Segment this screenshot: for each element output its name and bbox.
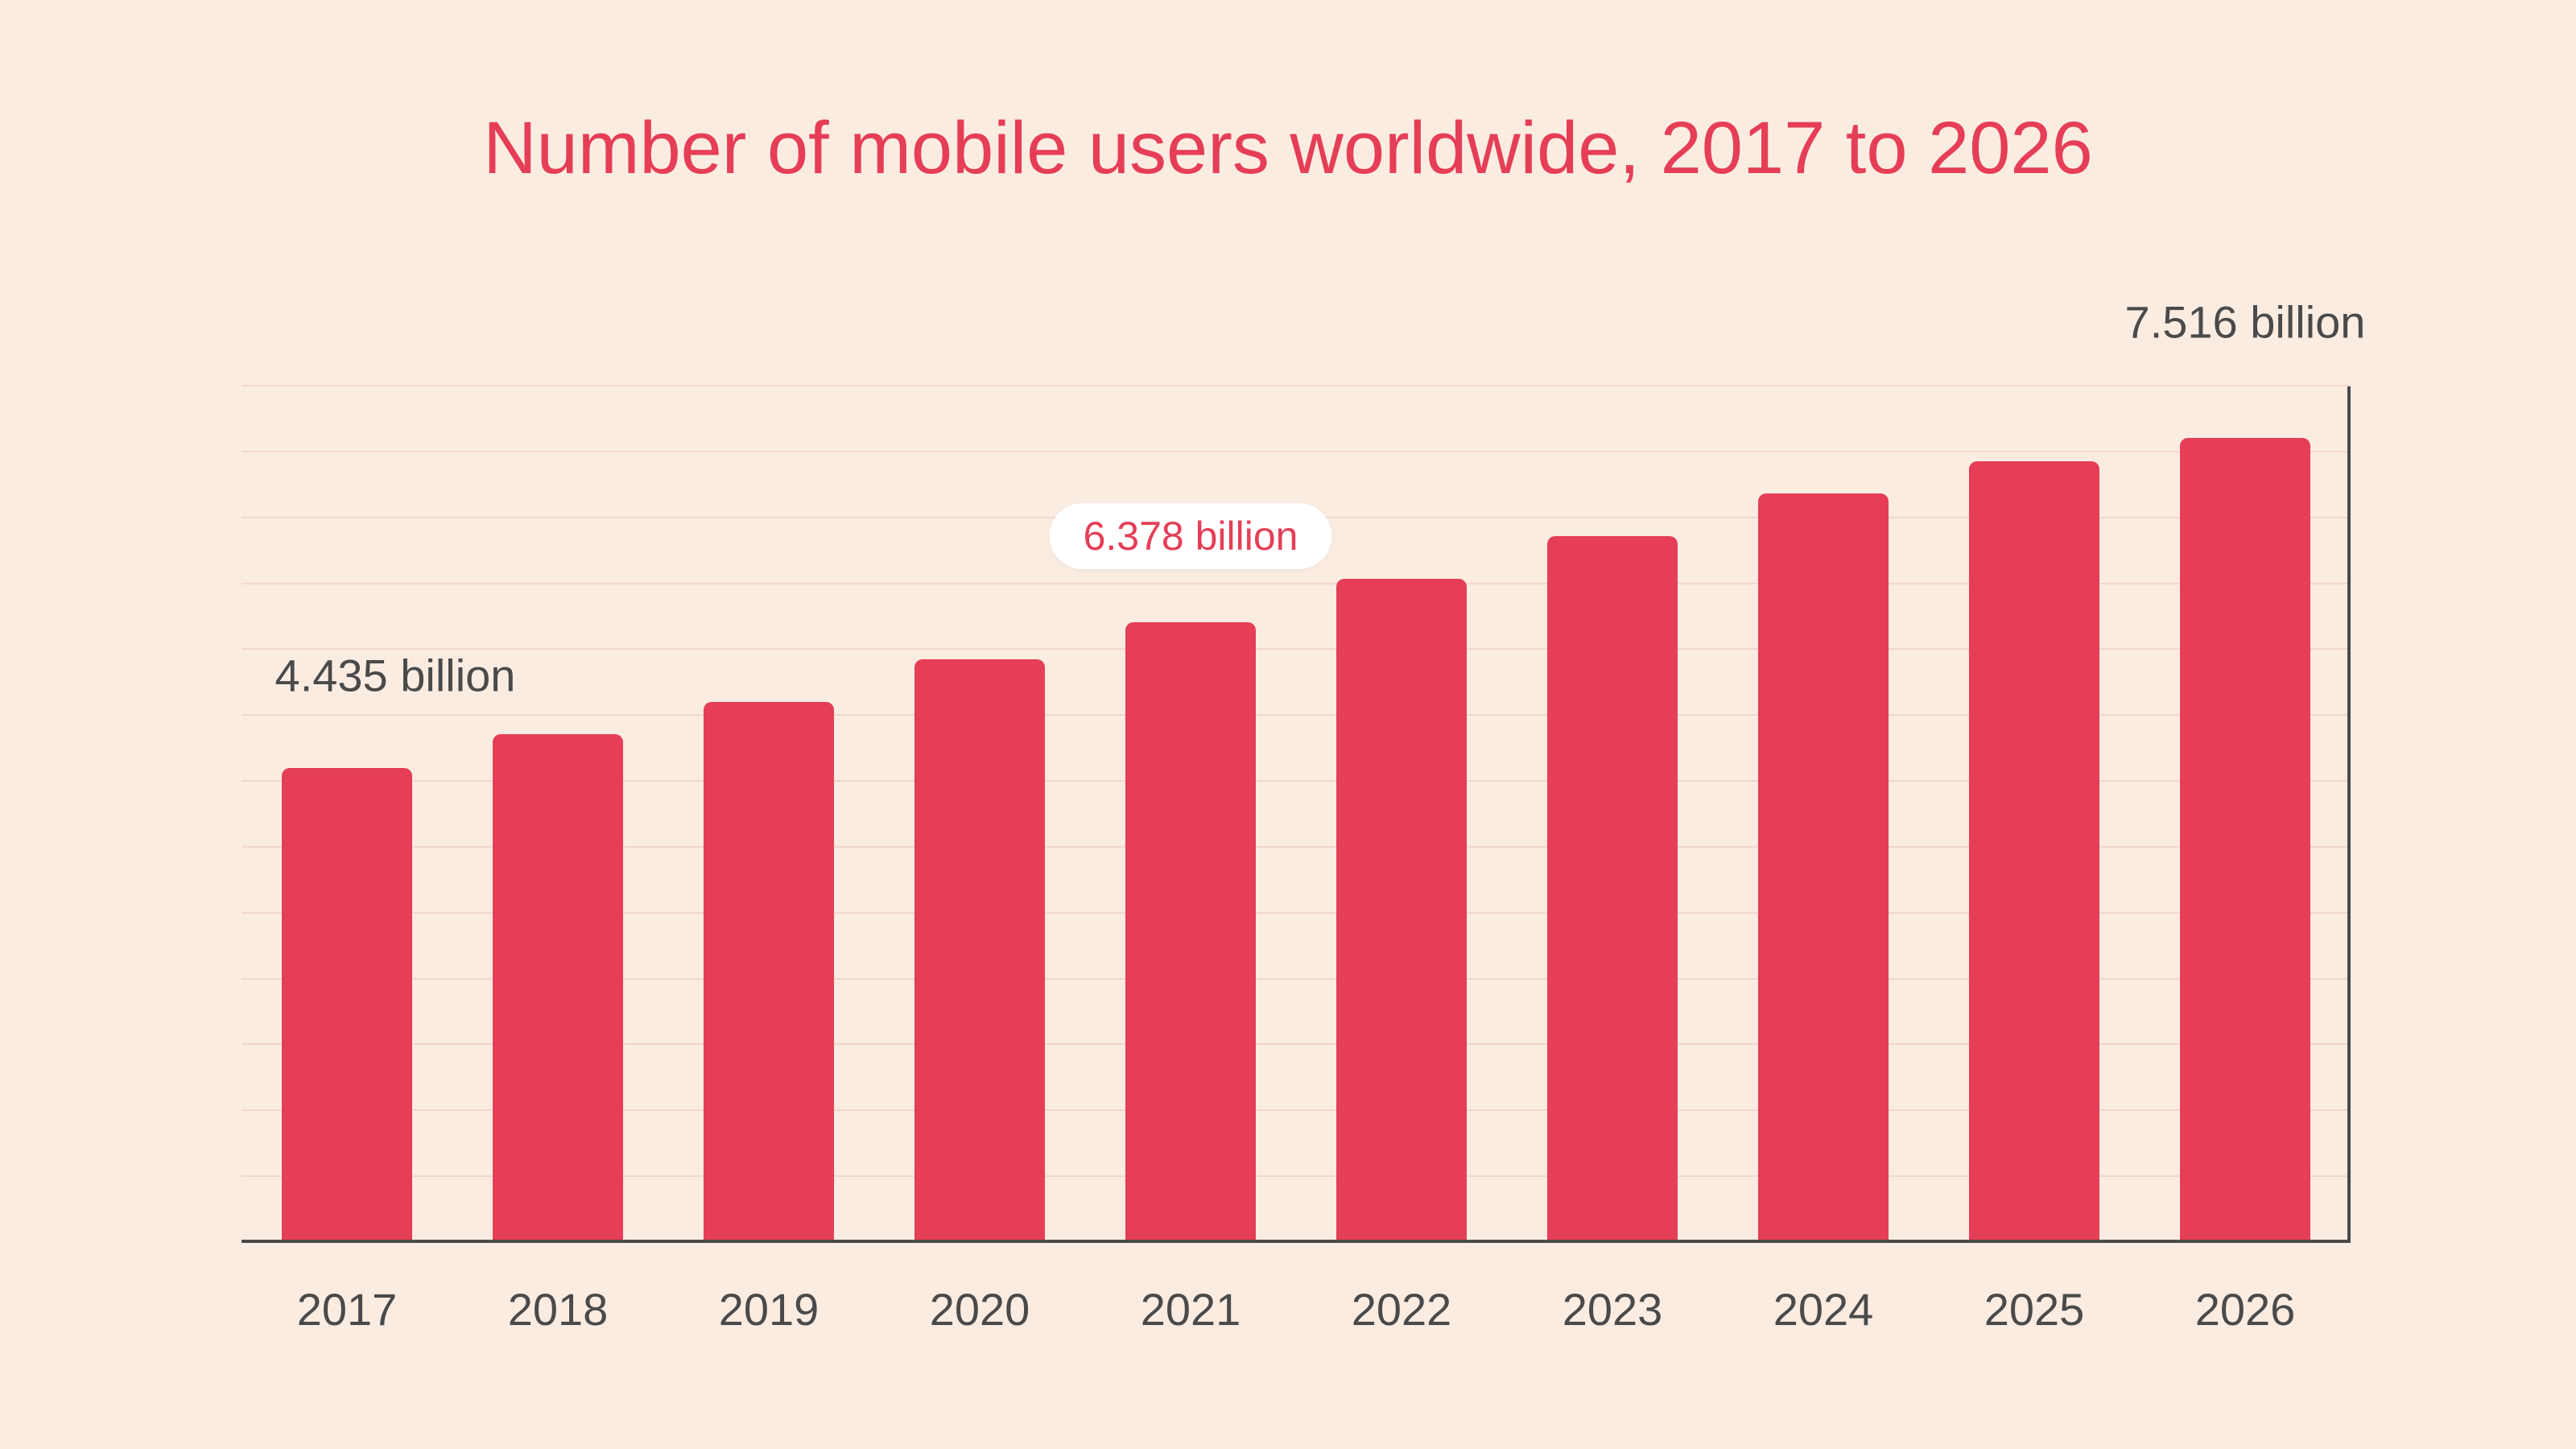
x-axis-label: 2018 [452,1283,663,1335]
x-axis-label: 2024 [1718,1283,1929,1335]
bar-slot [1507,386,1718,1243]
value-label: 4.435 billion [275,650,516,702]
bar [1125,622,1256,1243]
bar [282,768,412,1243]
x-axis-label: 2026 [2140,1283,2351,1335]
bar-slot [1929,386,2140,1243]
chart-title: Number of mobile users worldwide, 2017 t… [0,106,2576,191]
chart-x-axis [242,1240,2351,1243]
bar [1969,461,2099,1243]
value-text: 4.435 billion [275,650,516,701]
value-label: 7.516 billion [2125,296,2366,349]
bar [2180,438,2310,1243]
bar [493,734,623,1243]
bar [1547,536,1678,1243]
bar [1758,493,1889,1243]
value-label-pill: 6.378 billion [1050,503,1332,569]
bar-slot [452,386,663,1243]
bar [1336,579,1467,1243]
x-axis-label: 2017 [242,1283,452,1335]
x-axis-label: 2019 [663,1283,874,1335]
chart-x-labels: 2017201820192020202120222023202420252026 [242,1283,2351,1335]
bar [914,659,1045,1243]
chart-y-axis-right [2347,386,2351,1243]
x-axis-label: 2023 [1507,1283,1718,1335]
bar [704,702,834,1243]
chart-canvas: Number of mobile users worldwide, 2017 t… [0,0,2576,1449]
x-axis-label: 2020 [874,1283,1085,1335]
bar-slot [663,386,874,1243]
x-axis-label: 2025 [1929,1283,2140,1335]
x-axis-label: 2022 [1296,1283,1507,1335]
bar-slot [2140,386,2351,1243]
bar-slot [1718,386,1929,1243]
bar-slot [242,386,452,1243]
x-axis-label: 2021 [1085,1283,1296,1335]
value-text: 7.516 billion [2125,297,2366,348]
value-pill: 6.378 billion [1050,503,1332,569]
